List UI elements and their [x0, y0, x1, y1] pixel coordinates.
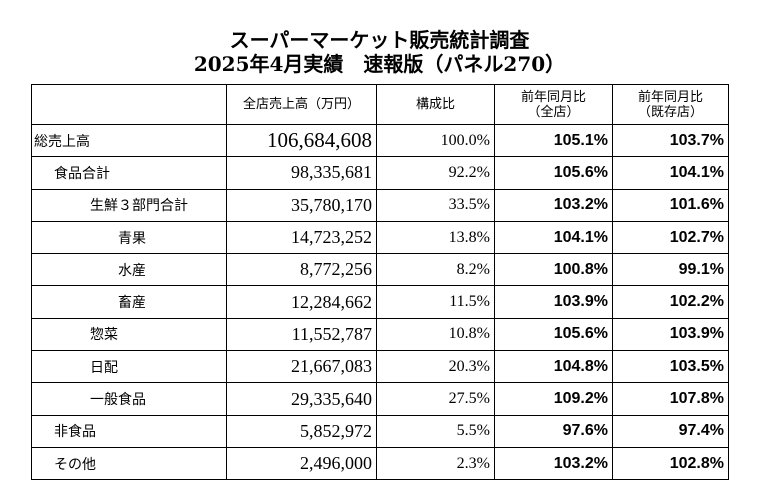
- table-row: 一般食品 29,335,640 27.5% 109.2% 107.8%: [31, 382, 729, 416]
- yoy-all-cell: 97.6%: [494, 414, 613, 448]
- share-cell: 33.5%: [376, 188, 495, 222]
- share-cell: 92.2%: [376, 156, 495, 190]
- header-yoy-existing: 前年同月比 （既存店）: [612, 84, 729, 125]
- yoy-existing-cell: 103.7%: [612, 123, 729, 158]
- table-row: 非食品 5,852,972 5.5% 97.6% 97.4%: [31, 414, 729, 448]
- yoy-existing-cell: 101.6%: [612, 188, 729, 222]
- yoy-existing-cell: 107.8%: [612, 382, 729, 416]
- table-row: 青果 14,723,252 13.8% 104.1% 102.7%: [31, 220, 729, 255]
- yoy-existing-cell: 102.7%: [612, 220, 729, 255]
- table-row: 畜産 12,284,662 11.5% 103.9% 102.2%: [31, 285, 729, 319]
- sales-cell: 106,684,608: [226, 123, 377, 158]
- yoy-all-cell: 105.6%: [494, 156, 613, 190]
- yoy-existing-cell: 99.1%: [612, 253, 729, 287]
- yoy-all-cell: 103.2%: [494, 446, 613, 481]
- share-cell: 20.3%: [376, 350, 495, 384]
- table-row: 水産 8,772,256 8.2% 100.8% 99.1%: [31, 253, 729, 287]
- yoy-existing-cell: 97.4%: [612, 414, 729, 448]
- row-label: 水産: [31, 253, 227, 287]
- sales-cell: 5,852,972: [226, 414, 377, 448]
- report-subtitle: 2025年4月実績 速報版（パネル270）: [193, 52, 566, 76]
- yoy-all-cell: 104.8%: [494, 350, 613, 384]
- yoy-all-cell: 103.2%: [494, 188, 613, 222]
- table-row: 食品合計 98,335,681 92.2% 105.6% 104.1%: [31, 156, 729, 190]
- sales-table: 全店売上高（万円） 構成比 前年同月比 （全店） 前年同月比 （既存店） 総売上高 1…: [31, 84, 729, 481]
- share-cell: 11.5%: [376, 285, 495, 319]
- yoy-existing-cell: 104.1%: [612, 156, 729, 190]
- row-label: 青果: [31, 220, 227, 255]
- header-yoy-all: 前年同月比 （全店）: [494, 84, 613, 125]
- yoy-all-cell: 109.2%: [494, 382, 613, 416]
- sales-cell: 12,284,662: [226, 285, 377, 319]
- row-label: 総売上高: [31, 123, 227, 158]
- sales-cell: 2,496,000: [226, 446, 377, 481]
- row-label: 一般食品: [31, 382, 227, 416]
- sales-cell: 98,335,681: [226, 156, 377, 190]
- yoy-all-cell: 105.6%: [494, 317, 613, 352]
- row-label: 食品合計: [31, 156, 227, 190]
- share-cell: 2.3%: [376, 446, 495, 481]
- share-cell: 100.0%: [376, 123, 495, 158]
- row-label: 日配: [31, 350, 227, 384]
- header-row: 全店売上高（万円） 構成比 前年同月比 （全店） 前年同月比 （既存店）: [31, 84, 729, 125]
- header-category: [31, 84, 227, 125]
- sales-cell: 29,335,640: [226, 382, 377, 416]
- sales-cell: 11,552,787: [226, 317, 377, 352]
- yoy-existing-cell: 102.2%: [612, 285, 729, 319]
- yoy-existing-cell: 102.8%: [612, 446, 729, 481]
- sales-cell: 14,723,252: [226, 220, 377, 255]
- yoy-existing-cell: 103.5%: [612, 350, 729, 384]
- share-cell: 10.8%: [376, 317, 495, 352]
- share-cell: 5.5%: [376, 414, 495, 448]
- yoy-all-cell: 105.1%: [494, 123, 613, 158]
- yoy-existing-cell: 103.9%: [612, 317, 729, 352]
- row-label: その他: [31, 446, 227, 481]
- header-share: 構成比: [376, 84, 495, 125]
- yoy-all-cell: 103.9%: [494, 285, 613, 319]
- yoy-all-cell: 104.1%: [494, 220, 613, 255]
- sales-cell: 21,667,083: [226, 350, 377, 384]
- row-label: 畜産: [31, 285, 227, 319]
- table-row: 惣菜 11,552,787 10.8% 105.6% 103.9%: [31, 317, 729, 352]
- row-label: 非食品: [31, 414, 227, 448]
- table-row: 総売上高 106,684,608 100.0% 105.1% 103.7%: [31, 123, 729, 158]
- share-cell: 13.8%: [376, 220, 495, 255]
- report-title: スーパーマーケット販売統計調査: [229, 28, 530, 52]
- table-row: 生鮮３部門合計 35,780,170 33.5% 103.2% 101.6%: [31, 188, 729, 222]
- sales-cell: 35,780,170: [226, 188, 377, 222]
- yoy-all-cell: 100.8%: [494, 253, 613, 287]
- table-row: その他 2,496,000 2.3% 103.2% 102.8%: [31, 446, 729, 481]
- share-cell: 8.2%: [376, 253, 495, 287]
- row-label: 生鮮３部門合計: [31, 188, 227, 222]
- sales-cell: 8,772,256: [226, 253, 377, 287]
- row-label: 惣菜: [31, 317, 227, 352]
- share-cell: 27.5%: [376, 382, 495, 416]
- header-sales: 全店売上高（万円）: [226, 84, 377, 125]
- table-row: 日配 21,667,083 20.3% 104.8% 103.5%: [31, 350, 729, 384]
